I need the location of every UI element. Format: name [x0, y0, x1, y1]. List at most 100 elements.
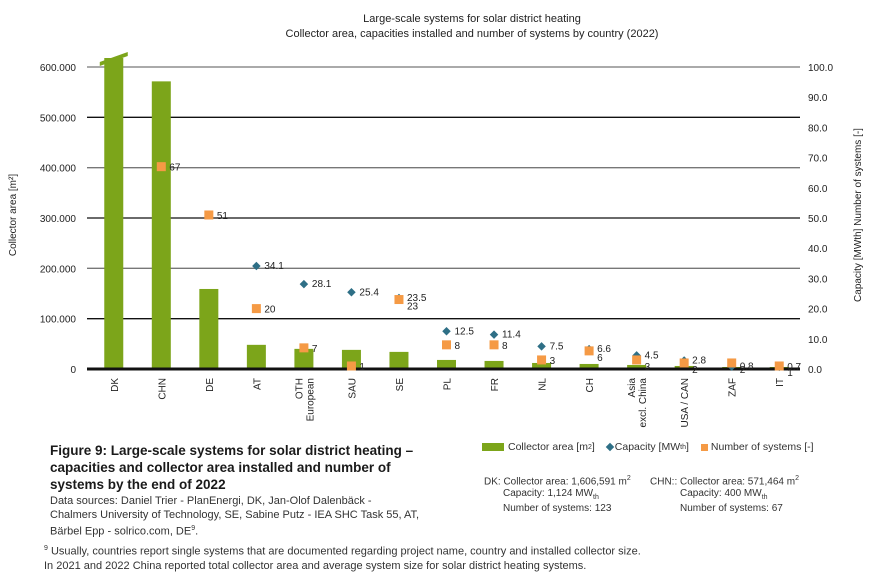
- legend-collector-label: Collector area [m: [508, 441, 588, 453]
- x-axis-labels: DK CHN DE AT OTH European SAU SE PL FR NL CH Asia exc…: [110, 378, 786, 428]
- sources-text: Data sources: Daniel Trier - PlanEnergi,…: [50, 495, 420, 538]
- chart-title: Large-scale systems for solar district h…: [363, 13, 581, 25]
- bar-dk: [104, 58, 124, 369]
- capacity-data-label: 4.5: [645, 350, 659, 361]
- systems-marker: [774, 361, 784, 371]
- bar-pl: [437, 359, 456, 369]
- systems-data-label: 2: [692, 365, 698, 376]
- capacity-marker: [537, 342, 546, 351]
- left-axis-ticks: 0 100.000 200.000 300.000 400.000 500.000 600.…: [40, 63, 77, 376]
- bar-usa-can: [674, 365, 694, 369]
- bar-ch: [579, 363, 599, 369]
- bar-chn: [151, 81, 171, 369]
- sub: th: [680, 443, 686, 451]
- left-tick-label: 200.000: [40, 264, 77, 275]
- chart-subtitle: Collector area, capacities installed and…: [286, 28, 659, 40]
- chn-collector: CHN:: Collector area: 571,464 m: [650, 476, 796, 488]
- systems-marker: [299, 343, 309, 353]
- bar-swatch-icon: [482, 443, 504, 451]
- left-tick-label: 300.000: [40, 214, 77, 225]
- x-tick-label: DE: [205, 378, 216, 392]
- legend-collector: Collector area [m 2]: [482, 441, 595, 453]
- right-tick-label: 0.0: [808, 365, 822, 376]
- systems-data-label: 8: [455, 341, 461, 352]
- legend: Collector area [m 2] Capacity [MW th] Numb…: [482, 441, 820, 453]
- capacity-data-label: 11.4: [502, 330, 521, 341]
- dk-systems: Number of systems: 123: [503, 503, 612, 515]
- bar-asia-excl-china: [627, 364, 647, 369]
- chn-note: CHN:: Collector area: 571,464 m2 Capacit…: [650, 473, 799, 515]
- legend-capacity: Capacity [MW th]: [605, 441, 689, 453]
- right-axis-label: Capacity [MWth] Number of systems [-]: [853, 128, 864, 302]
- systems-marker: [394, 295, 404, 305]
- right-tick-label: 80.0: [808, 123, 828, 134]
- systems-data-label: 51: [217, 211, 229, 222]
- x-tick-label: Asia: [627, 378, 638, 398]
- systems-marker: [251, 304, 261, 314]
- capacity-marker: [442, 327, 451, 336]
- systems-data-label: 8: [502, 341, 508, 352]
- bar-at: [246, 344, 266, 369]
- right-tick-label: 90.0: [808, 93, 828, 104]
- gridlines: [87, 66, 800, 320]
- figure-sources: Data sources: Daniel Trier - PlanEnergi,…: [50, 494, 420, 539]
- systems-data-label: 1: [359, 362, 365, 373]
- bars: [99, 52, 789, 369]
- capacity-data-label: 0.8: [740, 362, 754, 373]
- capacity-data-label: 6.6: [597, 344, 611, 355]
- bar-de: [199, 288, 219, 369]
- bar-break-mark: [99, 52, 128, 66]
- sub: th: [761, 493, 768, 501]
- x-tick-label: ZAF: [728, 378, 739, 397]
- x-tick-label: SAU: [347, 378, 358, 399]
- sup: 2: [626, 475, 631, 482]
- footnote: 9 Usually, countries report single syste…: [44, 542, 641, 573]
- sources-end: .: [195, 525, 199, 538]
- x-tick-label: IT: [775, 378, 786, 387]
- systems-data-label: 67: [169, 163, 181, 174]
- capacity-data-label: 25.4: [359, 287, 379, 298]
- footnote-line-2: In 2021 and 2022 China reported total co…: [44, 559, 587, 572]
- x-tick-label: OTH: [294, 378, 305, 399]
- legend-end: ]: [591, 441, 595, 453]
- systems-marker: [156, 162, 166, 172]
- systems-marker: [442, 340, 451, 350]
- right-tick-label: 70.0: [808, 154, 828, 165]
- systems-data-label: 20: [264, 305, 276, 316]
- systems-marker: [204, 210, 214, 220]
- systems-marker: [679, 358, 689, 368]
- bar-oth-european: [294, 348, 314, 369]
- footnote-mark: 9: [44, 545, 48, 552]
- chart: Large-scale systems for solar district h…: [8, 13, 864, 428]
- diamond-icon: [605, 442, 615, 452]
- legend-systems-label: Number of systems [-]: [710, 441, 814, 453]
- x-tick-label: USA / CAN: [680, 378, 691, 427]
- systems-data-label: 3: [645, 362, 651, 373]
- right-tick-label: 30.0: [808, 274, 828, 285]
- left-tick-label: 100.000: [40, 315, 77, 326]
- legend-capacity-label: Capacity [MW: [614, 441, 681, 453]
- systems-marker: [537, 355, 547, 365]
- x-tick-label: FR: [490, 378, 501, 391]
- sup: 2: [587, 443, 592, 451]
- right-tick-label: 100.0: [808, 63, 833, 74]
- sources-footnote-mark: 9: [191, 525, 196, 532]
- x-tick-label: CHN: [157, 378, 168, 400]
- systems-marker: [727, 358, 737, 368]
- x-tick-label: PL: [443, 378, 454, 391]
- square-icon: [700, 443, 708, 451]
- systems-data-label: 2: [740, 365, 746, 376]
- dk-collector: DK: Collector area: 1,606,591 m: [484, 476, 627, 488]
- dk-capacity: Capacity: 1,124 MW: [503, 487, 594, 499]
- right-tick-label: 10.0: [808, 335, 828, 346]
- figure-title: Figure 9: Large-scale systems for solar …: [50, 443, 414, 492]
- capacity-data-label: 28.1: [312, 279, 332, 290]
- systems-data-label: 3: [550, 356, 556, 367]
- systems-marker: [489, 340, 499, 350]
- figure-caption: Figure 9: Large-scale systems for solar …: [50, 442, 420, 539]
- capacity-marker: [347, 288, 356, 297]
- x-tick-label: excl. China: [638, 378, 649, 428]
- capacity-marker: [252, 261, 261, 271]
- bar-fr: [484, 360, 504, 369]
- capacity-marker: [299, 279, 309, 289]
